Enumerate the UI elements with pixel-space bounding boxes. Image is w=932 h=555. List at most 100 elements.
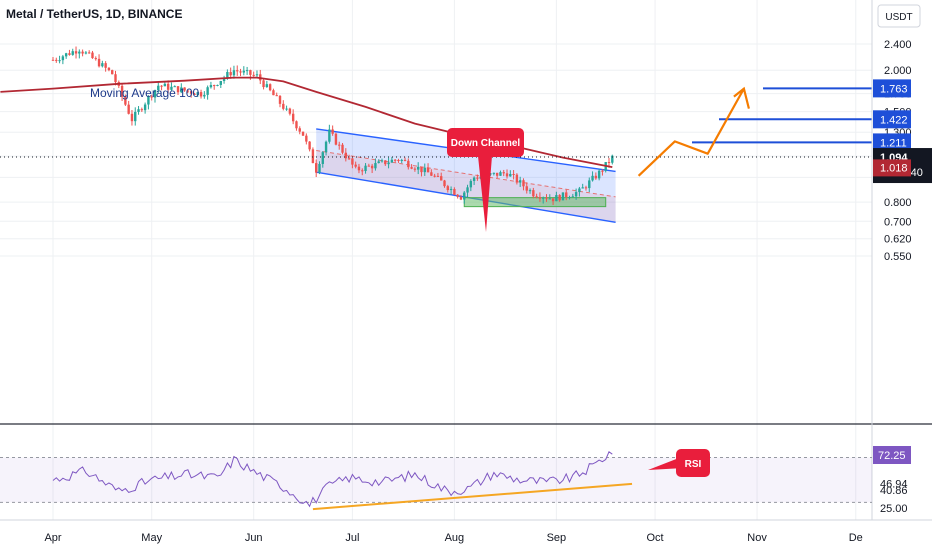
candle-body — [282, 103, 285, 109]
projection-arrowhead — [733, 86, 750, 109]
candle-body — [87, 52, 91, 54]
candle-body — [568, 197, 571, 199]
candle-body — [361, 170, 364, 172]
candle-body — [170, 86, 173, 90]
candle-body — [357, 166, 361, 171]
currency-box — [877, 4, 921, 28]
moving-average-label: Moving Average 100 — [90, 86, 200, 100]
x-tick-label: De — [849, 532, 863, 544]
candle-body — [476, 177, 479, 179]
candle-body — [581, 187, 584, 189]
candle-body — [111, 70, 114, 75]
rsi-callout-text: RSI — [685, 459, 702, 470]
candle-body — [374, 163, 377, 169]
candle-body — [611, 155, 614, 163]
down-channel-text: Down Channel — [451, 138, 521, 149]
candle-body — [387, 162, 390, 165]
candle-body — [265, 84, 269, 88]
candle-body — [213, 85, 216, 87]
candle-body — [528, 190, 532, 192]
candles-layer — [51, 46, 614, 205]
candle-body — [324, 141, 328, 153]
candle-body — [453, 189, 456, 195]
candle-body — [397, 160, 400, 162]
candle-body — [321, 152, 324, 164]
candle-body — [436, 175, 440, 177]
candle-body — [262, 80, 265, 88]
candle-body — [430, 172, 433, 176]
candle-body — [565, 192, 568, 198]
candle-body — [61, 56, 65, 61]
candle-body — [97, 58, 101, 67]
candle-body — [367, 165, 371, 167]
x-tick-label: Aug — [445, 532, 465, 544]
down-channel-badge — [447, 128, 524, 157]
down-channel-pointer — [478, 156, 492, 232]
rsi-value-text: 72.25 — [878, 450, 906, 462]
y-tick-label: 0.700 — [884, 216, 912, 228]
candle-body — [166, 83, 170, 90]
candle-body — [193, 93, 196, 95]
candle-body — [68, 53, 71, 55]
candle-body — [318, 163, 321, 173]
candle-body — [242, 70, 246, 73]
x-tick-label: May — [141, 532, 162, 544]
candle-body — [239, 71, 242, 73]
candle-body — [449, 189, 453, 191]
rsi-tick-label: 46.94 — [880, 478, 908, 490]
candle-body — [311, 149, 315, 164]
candle-body — [216, 84, 219, 86]
chart-title: Metal / TetherUS, 1D, BINANCE — [6, 7, 183, 21]
level-badge-text: 1.422 — [880, 114, 908, 126]
candle-body — [555, 195, 558, 202]
currency-label: USDT — [885, 12, 912, 23]
x-tick-label: Oct — [647, 532, 664, 544]
ma-value-badge — [873, 159, 911, 177]
candle-body — [502, 172, 505, 174]
down-channel-callout: Down Channel — [447, 128, 524, 232]
grid-layer — [0, 0, 872, 520]
candle-body — [390, 159, 394, 163]
candle-body — [505, 173, 509, 177]
candle-body — [51, 59, 55, 61]
candle-body — [173, 86, 176, 88]
candle-body — [522, 180, 525, 187]
candle-body — [515, 174, 519, 183]
x-tick-label: Jun — [245, 532, 263, 544]
candle-body — [81, 51, 84, 54]
down-channel-mid-line — [316, 150, 616, 198]
x-tick-label: Jul — [345, 532, 359, 544]
candle-body — [591, 175, 594, 181]
candle-body — [416, 166, 420, 170]
candle-body — [384, 160, 387, 165]
candle-body — [209, 85, 213, 88]
candle-body — [301, 131, 305, 136]
level-badge — [873, 110, 911, 129]
candle-body — [255, 74, 259, 76]
candle-body — [578, 188, 581, 193]
candle-body — [364, 165, 367, 171]
candle-body — [285, 108, 288, 110]
y-tick-label: 2.000 — [884, 65, 912, 77]
rsi-tick-label: 25.00 — [880, 503, 908, 515]
candle-body — [328, 129, 331, 142]
candle-body — [561, 192, 565, 201]
candle-body — [400, 159, 403, 161]
candle-body — [525, 186, 528, 191]
candle-body — [548, 198, 551, 200]
candle-body — [466, 187, 469, 193]
candle-body — [278, 95, 282, 104]
candle-body — [74, 51, 78, 54]
candle-body — [459, 196, 463, 200]
candle-body — [120, 85, 124, 97]
candle-body — [472, 177, 476, 181]
candle-body — [433, 175, 436, 177]
x-tick-label: Sep — [547, 532, 567, 544]
candle-body — [315, 163, 318, 173]
candle-body — [186, 90, 190, 92]
candle-body — [597, 170, 601, 179]
x-tick-label: Nov — [747, 532, 767, 544]
y-tick-label: 0.620 — [884, 234, 912, 246]
